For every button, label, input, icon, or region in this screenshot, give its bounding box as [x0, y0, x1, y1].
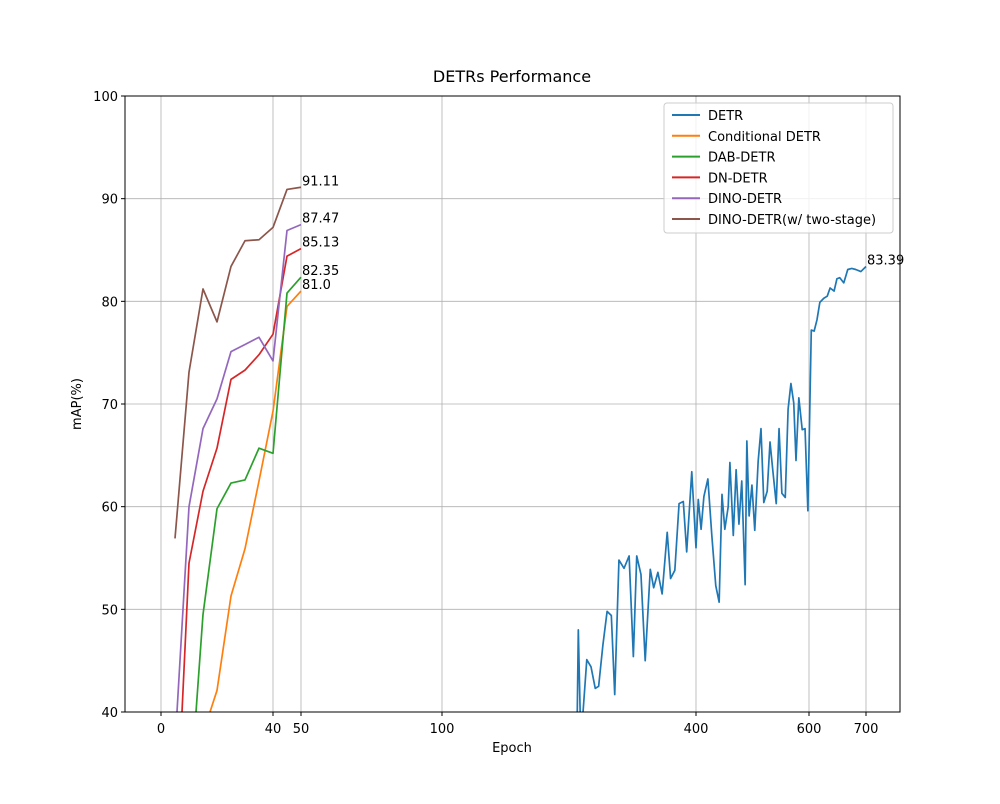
- y-tick-label: 40: [101, 706, 118, 721]
- x-tick-label: 40: [265, 722, 282, 737]
- value-label: 91.11: [302, 174, 339, 189]
- legend-box: [663, 102, 894, 234]
- foreground: 40 50 60 70 80 90 100 0 40 50 100 400 600 700 83.39 81.…: [93, 90, 904, 737]
- legend-label: DINO-DETR: [708, 192, 782, 207]
- series-line: [176, 223, 302, 712]
- y-axis-label: mAP(%): [70, 378, 85, 430]
- y-tick-label: 90: [101, 193, 118, 208]
- y-tick-label: 60: [101, 501, 118, 516]
- legend-label: DAB-DETR: [708, 151, 775, 166]
- y-tick-label: 80: [101, 295, 118, 310]
- chart-title: DETRs Performance: [433, 67, 591, 86]
- x-tick-label: 100: [430, 722, 455, 737]
- x-tick-label: 700: [854, 722, 879, 737]
- x-tick-label: 0: [157, 722, 165, 737]
- value-label: 85.13: [302, 236, 339, 251]
- x-tick-label: 400: [684, 722, 709, 737]
- value-label: 81.0: [302, 278, 331, 293]
- legend-label: DN-DETR: [708, 171, 768, 186]
- legend-label: DETR: [708, 109, 743, 124]
- y-tick-label: 50: [101, 603, 118, 618]
- value-label: 83.39: [867, 254, 904, 269]
- x-tick-label: 600: [797, 722, 822, 737]
- value-label: 82.35: [302, 264, 339, 279]
- series-line: [576, 265, 867, 712]
- value-label: 87.47: [302, 212, 339, 227]
- legend-label: DINO-DETR(w/ two-stage): [708, 213, 876, 228]
- plot-lines: [174, 186, 867, 712]
- y-tick-label: 100: [93, 90, 118, 105]
- legend-label: Conditional DETR: [708, 130, 821, 145]
- series-line: [195, 276, 302, 712]
- series-line: [174, 186, 302, 539]
- x-axis-label: Epoch: [492, 741, 532, 756]
- y-tick-label: 70: [101, 398, 118, 413]
- x-tick-label: 50: [293, 722, 310, 737]
